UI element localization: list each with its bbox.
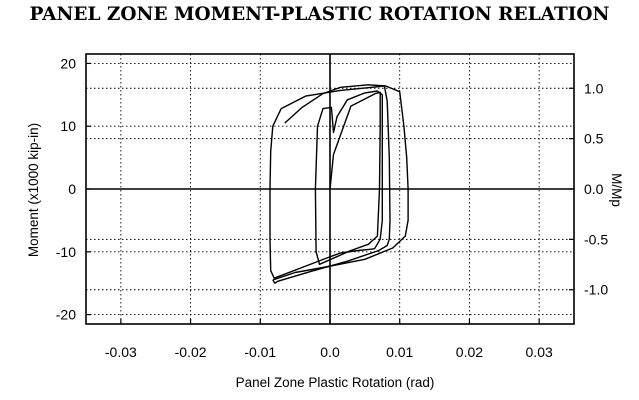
y-tick-label: -10 [56,244,76,260]
y-tick-label: -20 [56,307,76,323]
y2-tick-label: -0.5 [584,231,608,247]
x-tick-label: 0.02 [456,344,483,360]
y2-tick-label: -1.0 [584,282,608,298]
hysteresis-loop-3 [272,84,409,281]
hysteresis-curves [269,84,409,284]
y-tick-label: 10 [60,118,76,134]
y2-tick-label: 1.0 [584,80,604,96]
x-tick-label: -0.02 [175,344,207,360]
y2-axis-label: M/Mp [609,173,624,207]
tick-labels: -0.03 -0.02 -0.01 0.0 0.01 0.02 0.03 -20 -10 0 10 2… [56,55,609,360]
x-tick-label: 0.03 [526,344,553,360]
y2-tick-label: 0.5 [584,131,604,147]
x-tick-label: -0.01 [244,344,276,360]
x-tick-label: 0.0 [320,344,340,360]
y-axis-label: Moment (x1000 kip-in) [26,123,41,257]
chart-title: PANEL ZONE MOMENT-PLASTIC ROTATION RELAT… [29,4,610,25]
y2-tick-label: 0.0 [584,181,604,197]
x-axis-label: Panel Zone Plastic Rotation (rad) [236,375,435,390]
y-tick-label: 20 [60,55,76,71]
hysteresis-loop-2 [269,85,391,284]
x-tick-label: -0.03 [105,344,137,360]
y-tick-label: 0 [68,181,76,197]
hysteresis-loop-1 [314,90,383,265]
x-tick-label: 0.01 [386,344,413,360]
